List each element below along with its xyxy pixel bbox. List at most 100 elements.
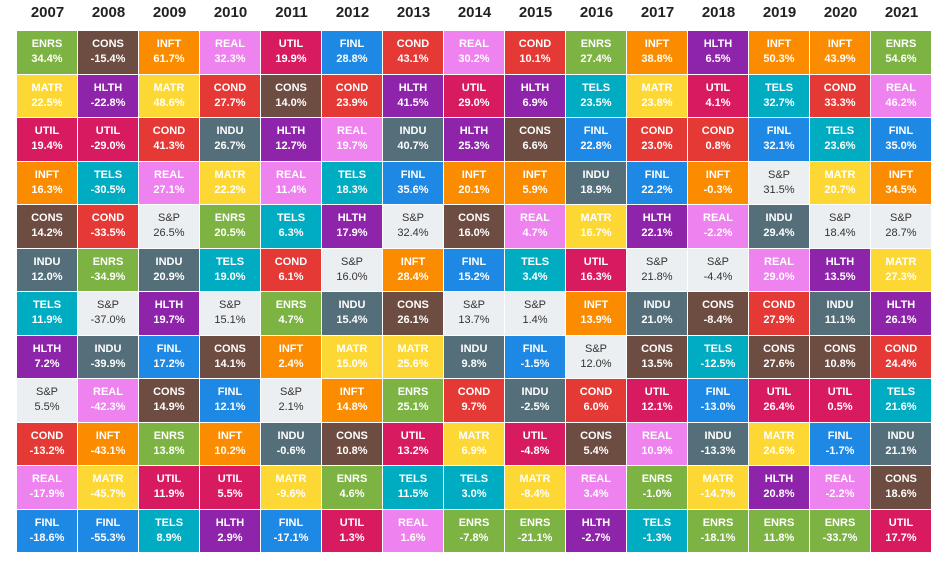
sector-label: MATR xyxy=(885,255,917,268)
sector-label: S&P xyxy=(401,212,424,225)
return-cell: UTIL -29.0% xyxy=(78,118,138,161)
return-label: -1.5% xyxy=(520,357,550,370)
return-cell: CONS -8.4% xyxy=(688,292,748,335)
return-label: 21.6% xyxy=(885,401,917,414)
return-cell: S&P 5.5% xyxy=(17,379,77,422)
sector-label: FINL xyxy=(156,342,182,355)
return-cell: INFT 34.5% xyxy=(871,161,931,204)
return-cell: COND 27.9% xyxy=(749,292,809,335)
return-cell: TELS 23.6% xyxy=(810,118,870,161)
return-cell: UTIL 12.1% xyxy=(627,379,687,422)
return-label: 26.1% xyxy=(885,314,917,327)
return-label: -42.3% xyxy=(90,401,126,414)
sector-label: COND xyxy=(762,299,796,312)
return-label: 35.0% xyxy=(885,140,917,153)
return-cell: CONS 14.9% xyxy=(139,379,199,422)
return-cell: FINL -13.0% xyxy=(688,379,748,422)
return-label: -55.3% xyxy=(90,531,126,544)
return-label: 21.1% xyxy=(885,444,917,457)
return-cell: ENRS -34.9% xyxy=(78,248,138,291)
sector-label: COND xyxy=(640,125,674,138)
year-header: 2019 xyxy=(762,4,797,21)
return-label: 12.0% xyxy=(31,270,63,283)
return-label: 14.8% xyxy=(336,401,368,414)
sector-label: REAL xyxy=(93,386,123,399)
return-cell: REAL 32.3% xyxy=(200,31,260,74)
sector-label: S&P xyxy=(462,299,485,312)
return-cell: REAL -2.2% xyxy=(810,466,870,509)
year-header: 2007 xyxy=(30,4,65,21)
sector-label: ENRS xyxy=(214,212,246,225)
return-label: 0.8% xyxy=(705,140,731,153)
return-cell: S&P 31.5% xyxy=(749,161,809,204)
return-label: 4.1% xyxy=(705,96,731,109)
return-label: 27.1% xyxy=(153,183,185,196)
sector-label: REAL xyxy=(642,429,672,442)
return-label: 18.9% xyxy=(580,183,612,196)
return-label: 21.0% xyxy=(641,314,673,327)
return-label: -0.6% xyxy=(276,444,306,457)
return-cell: REAL 1.6% xyxy=(383,509,443,552)
return-label: 5.5% xyxy=(217,488,243,501)
sector-label: S&P xyxy=(645,255,668,268)
sector-label: TELS xyxy=(459,473,489,486)
return-cell: UTIL 26.4% xyxy=(749,379,809,422)
return-label: 20.1% xyxy=(458,183,490,196)
return-label: 20.5% xyxy=(214,227,246,240)
return-label: 14.0% xyxy=(275,96,307,109)
sector-label: INFT xyxy=(34,168,60,181)
return-label: 7.2% xyxy=(34,357,60,370)
sector-label: UTIL xyxy=(644,386,670,399)
return-label: 21.8% xyxy=(641,270,673,283)
sector-label: COND xyxy=(396,38,430,51)
sector-label: S&P xyxy=(340,255,363,268)
return-label: 61.7% xyxy=(153,53,185,66)
return-label: 11.1% xyxy=(824,314,856,327)
return-label: 16.0% xyxy=(336,270,368,283)
return-cell: CONS 14.1% xyxy=(200,335,260,378)
sector-label: MATR xyxy=(214,168,246,181)
return-label: 6.9% xyxy=(461,444,487,457)
return-cell: TELS 3.4% xyxy=(505,248,565,291)
return-label: 11.9% xyxy=(153,488,185,501)
return-label: -14.7% xyxy=(700,488,736,501)
return-label: 4.6% xyxy=(339,488,365,501)
sector-label: HLTH xyxy=(32,342,62,355)
return-label: -39.9% xyxy=(90,357,126,370)
return-cell: INDU 11.1% xyxy=(810,292,870,335)
return-cell: UTIL 17.7% xyxy=(871,509,931,552)
sector-label: HLTH xyxy=(337,212,367,225)
return-cell: INDU 18.9% xyxy=(566,161,626,204)
return-cell: INDU 40.7% xyxy=(383,118,443,161)
return-label: -43.1% xyxy=(90,444,126,457)
return-label: 1.4% xyxy=(522,314,548,327)
sector-label: MATR xyxy=(31,81,63,94)
return-cell: INDU 12.0% xyxy=(17,248,77,291)
return-cell: HLTH 12.7% xyxy=(261,118,321,161)
return-label: -34.9% xyxy=(90,270,126,283)
sector-label: TELS xyxy=(581,81,611,94)
sector-label: ENRS xyxy=(702,516,734,529)
return-cell: REAL 27.1% xyxy=(139,161,199,204)
return-label: 23.9% xyxy=(336,96,368,109)
sector-label: CONS xyxy=(519,125,551,138)
return-label: 12.0% xyxy=(580,357,612,370)
return-cell: FINL 35.6% xyxy=(383,161,443,204)
return-label: 16.0% xyxy=(458,227,490,240)
return-label: 1.3% xyxy=(339,531,365,544)
return-cell: HLTH 19.7% xyxy=(139,292,199,335)
return-cell: HLTH 41.5% xyxy=(383,74,443,117)
return-label: 17.2% xyxy=(153,357,185,370)
year-header: 2012 xyxy=(335,4,370,21)
return-label: -9.6% xyxy=(276,488,306,501)
return-cell: INFT -43.1% xyxy=(78,422,138,465)
sector-label: INFT xyxy=(888,168,914,181)
return-cell: UTIL 11.9% xyxy=(139,466,199,509)
sector-label: FINL xyxy=(888,125,914,138)
return-label: -13.3% xyxy=(700,444,736,457)
return-label: 35.6% xyxy=(397,183,429,196)
return-label: -2.2% xyxy=(703,227,733,240)
sector-label: TELS xyxy=(886,386,916,399)
sector-label: ENRS xyxy=(885,38,917,51)
return-cell: MATR -14.7% xyxy=(688,466,748,509)
